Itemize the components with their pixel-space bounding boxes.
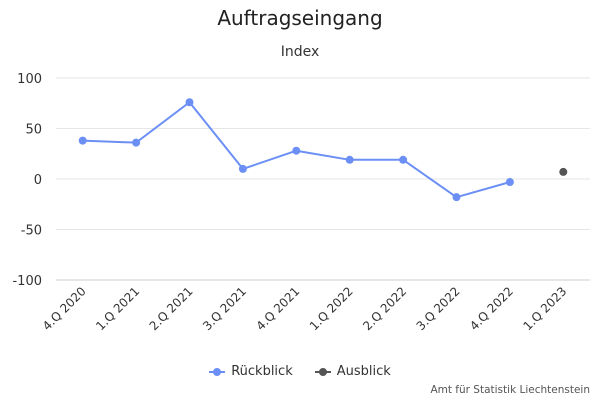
x-tick-label: 4.Q 2022 (467, 284, 516, 333)
y-tick-label: -50 (21, 224, 42, 239)
x-tick-label: 4.Q 2020 (40, 284, 89, 333)
legend: Rückblick Ausblick (0, 364, 600, 379)
data-point-1 (559, 167, 568, 176)
data-point-0 (238, 164, 247, 173)
data-point-0 (452, 193, 461, 202)
x-tick-label: 1.Q 2021 (93, 284, 142, 333)
data-point-0 (78, 136, 87, 145)
x-tick-label: 2.Q 2021 (147, 284, 196, 333)
x-tick-label: 1.Q 2023 (520, 284, 569, 333)
legend-marker-rueckblick (209, 367, 226, 377)
data-point-0 (292, 146, 301, 155)
x-tick-label: 3.Q 2022 (414, 284, 463, 333)
legend-marker-ausblick (314, 367, 331, 377)
data-point-0 (505, 178, 514, 187)
credits-text: Amt für Statistik Liechtenstein (430, 384, 590, 396)
data-point-0 (132, 138, 141, 147)
x-tick-label: 2.Q 2022 (360, 284, 409, 333)
legend-label-rueckblick: Rückblick (231, 364, 293, 379)
legend-item-rueckblick[interactable]: Rückblick (209, 364, 293, 379)
y-tick-label: 50 (25, 123, 42, 138)
y-tick-label: 0 (34, 173, 42, 188)
chart-subtitle: Index (280, 44, 320, 60)
x-tick-label: 3.Q 2021 (200, 284, 249, 333)
chart-title: Auftragseingang (217, 6, 383, 30)
x-tick-label: 1.Q 2022 (307, 284, 356, 333)
legend-item-ausblick[interactable]: Ausblick (314, 364, 391, 379)
data-point-0 (185, 98, 194, 107)
data-point-0 (399, 155, 408, 164)
y-tick-label: -100 (12, 274, 42, 289)
x-tick-label: 4.Q 2021 (253, 284, 302, 333)
legend-label-ausblick: Ausblick (336, 364, 391, 379)
y-tick-label: 100 (17, 72, 42, 87)
data-point-0 (345, 155, 354, 164)
